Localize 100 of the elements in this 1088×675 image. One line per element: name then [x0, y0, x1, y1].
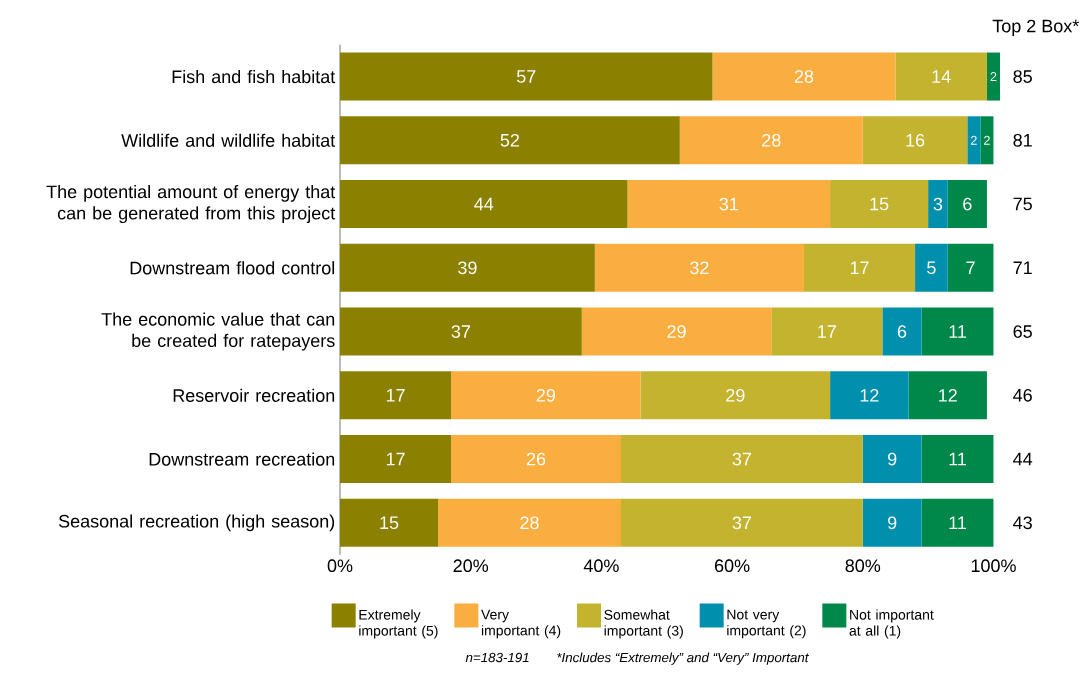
text: *Includes “Extremely” and “Very” Important — [557, 652, 809, 666]
bar — [620, 498, 863, 547]
data-label: 32 — [690, 261, 709, 275]
data-label: 7 — [966, 261, 975, 275]
data-label: 17 — [818, 325, 836, 338]
bar — [895, 52, 987, 101]
text: 46 — [1013, 389, 1032, 402]
text: 81 — [1013, 134, 1032, 147]
bar — [340, 243, 595, 292]
bar — [980, 116, 994, 165]
bar — [340, 52, 713, 101]
bar — [620, 435, 863, 484]
bar — [340, 371, 452, 420]
bar — [640, 371, 831, 420]
x-tick-label: 0% — [327, 559, 353, 573]
bar — [340, 116, 680, 165]
bar — [862, 116, 968, 165]
data-label: 11 — [949, 453, 966, 466]
bar — [947, 180, 987, 229]
data-label: 11 — [949, 325, 966, 338]
data-label: 15 — [380, 516, 399, 530]
legend-label: Not very important (2) — [727, 609, 806, 639]
legend-label: Not important at all (1) — [849, 609, 934, 639]
data-label: 15 — [870, 197, 889, 211]
y-tick-label: Wildlife and wildlife habitat — [121, 133, 336, 148]
data-label: 26 — [526, 452, 546, 466]
y-tick-label: Downstream flood control — [130, 261, 335, 275]
bar — [627, 180, 831, 229]
data-label: 37 — [732, 516, 751, 530]
data-label: 28 — [794, 70, 814, 84]
bar — [882, 307, 922, 356]
data-label: 2 — [970, 136, 977, 145]
data-label: 9 — [888, 452, 897, 466]
bar — [451, 371, 641, 420]
y-tick-label: The potential amount of energy that can be generated from this project — [46, 185, 336, 224]
data-label: 16 — [906, 134, 925, 147]
bar — [771, 307, 883, 356]
bar — [594, 243, 804, 292]
data-label: 39 — [458, 261, 477, 275]
x-tick-label: 80% — [845, 559, 881, 573]
data-label: 28 — [520, 516, 539, 530]
data-label: 2 — [984, 136, 990, 145]
data-label: 31 — [719, 197, 738, 211]
y-tick-label: Fish and fish habitat — [172, 70, 336, 84]
text: n=183-191 — [465, 652, 529, 663]
y-tick-label: Reservoir recreation — [173, 388, 335, 403]
x-tick-label: 20% — [453, 559, 489, 573]
bar — [451, 435, 621, 484]
bar — [712, 52, 896, 101]
bar — [928, 180, 948, 229]
data-label: 44 — [474, 198, 494, 211]
data-label: 57 — [516, 70, 536, 83]
bar — [581, 307, 772, 356]
data-label: 29 — [667, 325, 686, 339]
data-label: 17 — [386, 453, 405, 466]
bar — [915, 243, 948, 292]
data-label: 5 — [927, 261, 936, 275]
legend-label: Somewhat important (3) — [604, 609, 683, 639]
bar — [986, 52, 1000, 101]
legend-label: Extremely important (5) — [359, 609, 438, 639]
data-label: 6 — [897, 325, 907, 339]
data-label: 2 — [990, 72, 997, 82]
data-label: 6 — [963, 197, 972, 211]
bar — [921, 307, 994, 356]
bar — [921, 498, 994, 547]
y-tick-label: Downstream recreation — [149, 452, 335, 466]
text: 65 — [1013, 325, 1032, 339]
data-label: 9 — [888, 516, 897, 530]
x-tick-label: 100% — [971, 559, 1016, 573]
text: 44 — [1013, 453, 1033, 466]
bar — [947, 243, 994, 292]
bar — [862, 498, 922, 547]
data-label: 12 — [939, 389, 957, 402]
data-label: 28 — [762, 134, 781, 147]
data-label: 52 — [500, 134, 520, 147]
text: Top 2 Box* — [992, 19, 1079, 37]
data-label: 37 — [451, 325, 471, 339]
text: 85 — [1013, 70, 1032, 84]
data-label: 11 — [949, 516, 966, 530]
data-label: 17 — [386, 389, 405, 402]
text: 75 — [1013, 197, 1032, 211]
bar — [830, 371, 909, 420]
data-label: 37 — [732, 452, 751, 466]
bar — [908, 371, 987, 420]
x-tick-label: 60% — [714, 559, 750, 573]
legend-label: Very important (4) — [481, 609, 561, 639]
bar — [830, 180, 929, 229]
text: 43 — [1013, 516, 1032, 530]
bar — [340, 180, 628, 229]
text: 71 — [1013, 261, 1032, 275]
bar — [921, 435, 994, 484]
bar — [340, 435, 452, 484]
bar — [438, 498, 621, 547]
bar — [340, 307, 582, 356]
bar — [679, 116, 863, 165]
x-tick-label: 40% — [583, 559, 619, 573]
bar — [967, 116, 981, 165]
bar — [340, 498, 439, 547]
data-label: 12 — [860, 389, 879, 402]
y-tick-label: Seasonal recreation (high season) — [58, 514, 335, 532]
